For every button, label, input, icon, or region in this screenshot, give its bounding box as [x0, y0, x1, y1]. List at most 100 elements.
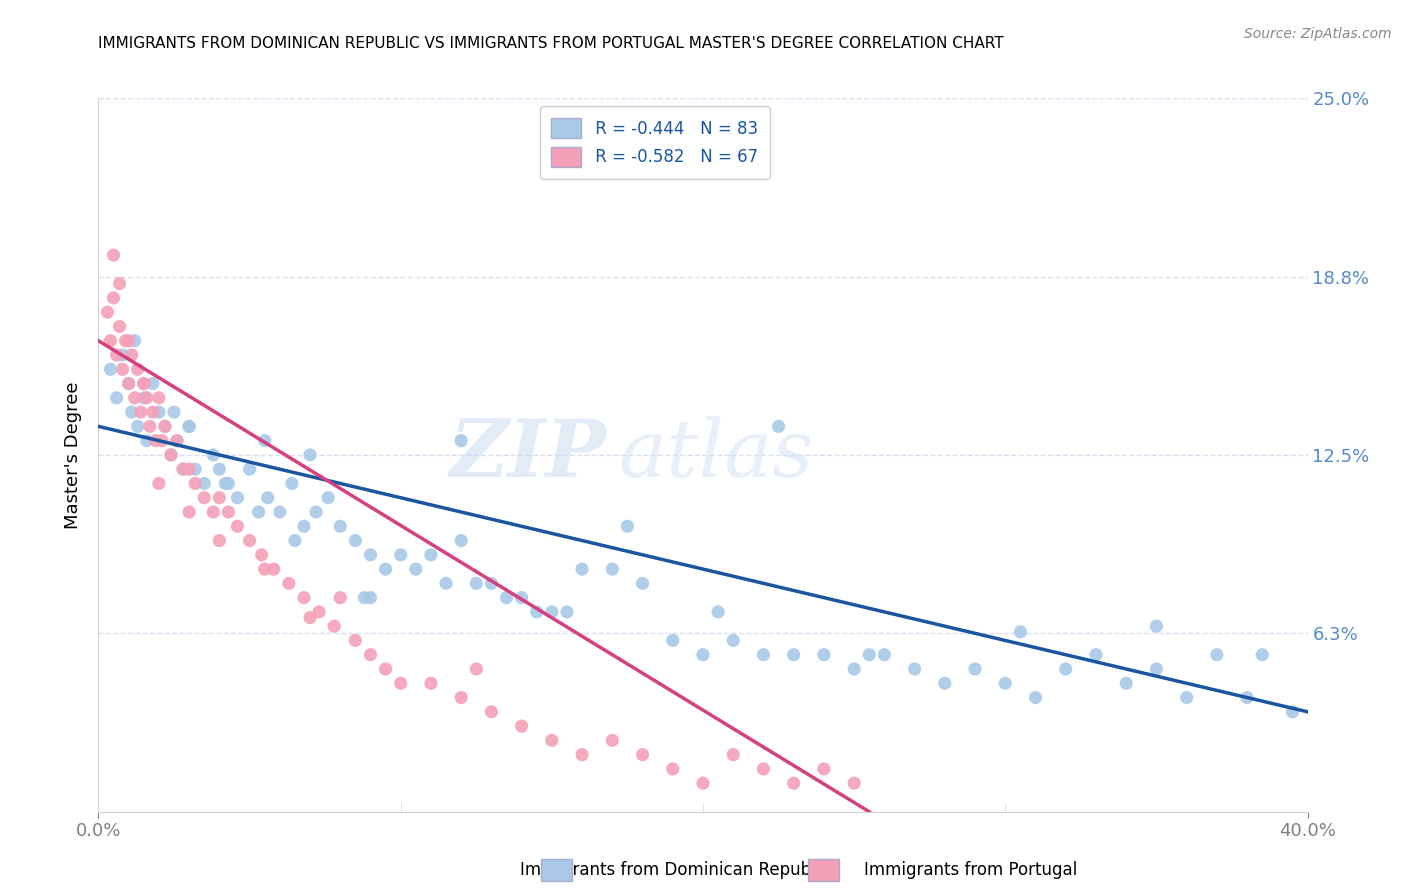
Point — [111, 362, 134, 376]
Point — [135, 391, 157, 405]
Point — [541, 733, 564, 747]
Point — [299, 610, 322, 624]
Point — [1146, 619, 1168, 633]
Point — [844, 662, 866, 676]
Point — [184, 462, 207, 476]
Point — [1146, 662, 1168, 676]
Point — [263, 562, 285, 576]
Point — [1236, 690, 1258, 705]
Point — [662, 633, 685, 648]
Text: Immigrants from Dominican Republic: Immigrants from Dominican Republic — [520, 861, 830, 879]
Point — [389, 676, 412, 690]
Point — [813, 762, 835, 776]
Point — [360, 591, 382, 605]
Point — [1054, 662, 1077, 676]
Point — [142, 405, 165, 419]
Point — [329, 519, 352, 533]
Point — [179, 419, 201, 434]
Point — [105, 348, 128, 362]
Text: Immigrants from Portugal: Immigrants from Portugal — [863, 861, 1077, 879]
Point — [510, 719, 533, 733]
Point — [103, 248, 125, 262]
Point — [202, 505, 225, 519]
Point — [481, 705, 503, 719]
Point — [602, 562, 624, 576]
Point — [631, 576, 654, 591]
Point — [96, 305, 118, 319]
Point — [160, 448, 183, 462]
Point — [526, 605, 548, 619]
Point — [142, 376, 165, 391]
Point — [495, 591, 517, 605]
Point — [360, 548, 382, 562]
Point — [250, 548, 273, 562]
Point — [239, 533, 262, 548]
Point — [132, 391, 155, 405]
Point — [571, 747, 593, 762]
Point — [281, 476, 304, 491]
Point — [707, 605, 730, 619]
Point — [465, 662, 488, 676]
Text: ZIP: ZIP — [450, 417, 606, 493]
Point — [253, 434, 276, 448]
Point — [118, 376, 141, 391]
Point — [163, 405, 186, 419]
Point — [1115, 676, 1137, 690]
Point — [226, 491, 249, 505]
Point — [374, 562, 396, 576]
Point — [256, 491, 278, 505]
Point — [723, 633, 745, 648]
Point — [226, 519, 249, 533]
Point — [179, 419, 201, 434]
Point — [160, 448, 183, 462]
Point — [994, 676, 1017, 690]
Point — [202, 448, 225, 462]
Point — [166, 434, 188, 448]
Point — [217, 476, 239, 491]
Point — [374, 662, 396, 676]
Point — [389, 548, 412, 562]
Point — [214, 476, 236, 491]
Point — [434, 576, 457, 591]
Point — [1024, 690, 1046, 705]
Text: IMMIGRANTS FROM DOMINICAN REPUBLIC VS IMMIGRANTS FROM PORTUGAL MASTER'S DEGREE C: IMMIGRANTS FROM DOMINICAN REPUBLIC VS IM… — [98, 36, 1004, 51]
Point — [305, 505, 328, 519]
Point — [111, 348, 134, 362]
Point — [145, 434, 167, 448]
Point — [631, 747, 654, 762]
Point — [768, 419, 790, 434]
Point — [299, 448, 322, 462]
Point — [269, 505, 291, 519]
Point — [934, 676, 956, 690]
Point — [253, 562, 276, 576]
Point — [208, 491, 231, 505]
Point — [179, 462, 201, 476]
Point — [100, 334, 122, 348]
Point — [465, 576, 488, 591]
Point — [904, 662, 927, 676]
Point — [1251, 648, 1274, 662]
Point — [344, 633, 367, 648]
Point — [813, 648, 835, 662]
Point — [510, 591, 533, 605]
Point — [752, 648, 775, 662]
Point — [420, 676, 443, 690]
Point — [179, 505, 201, 519]
Point — [132, 376, 155, 391]
Point — [360, 648, 382, 662]
Point — [172, 462, 194, 476]
Point — [127, 419, 149, 434]
Legend:  R = -0.444   N = 83,  R = -0.582   N = 67: R = -0.444 N = 83, R = -0.582 N = 67 — [540, 106, 769, 178]
Point — [139, 419, 162, 434]
Point — [662, 762, 685, 776]
Point — [132, 376, 155, 391]
Point — [129, 405, 152, 419]
Point — [208, 533, 231, 548]
Text: Source: ZipAtlas.com: Source: ZipAtlas.com — [1244, 27, 1392, 41]
Point — [108, 319, 131, 334]
Point — [783, 648, 806, 662]
Point — [353, 591, 375, 605]
Point — [329, 591, 352, 605]
Point — [420, 548, 443, 562]
Point — [100, 362, 122, 376]
